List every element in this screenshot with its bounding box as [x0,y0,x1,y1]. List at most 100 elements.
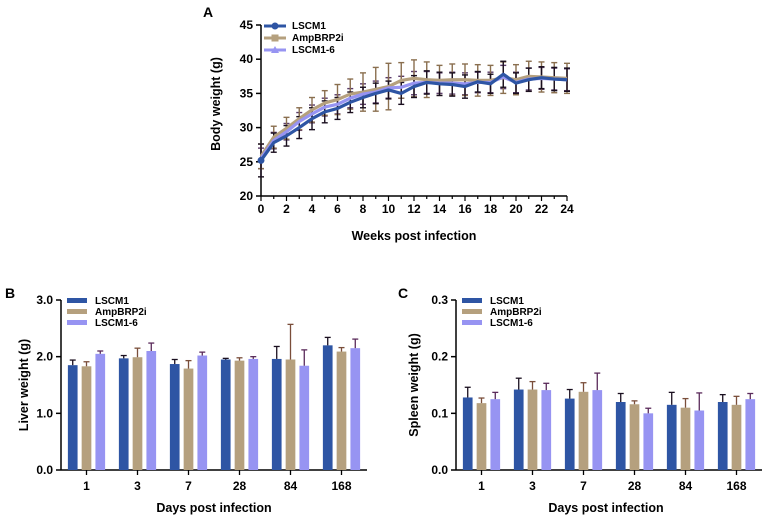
panel-b-xtick-label: 1 [83,479,90,493]
panel-b-xlabel: Days post infection [156,501,271,515]
bar-ampbrp2i [234,360,245,470]
bar-lscm1-6 [694,410,705,470]
legend-swatch-lscm1 [462,298,482,303]
panel-a-xtick-label: 2 [283,202,290,216]
panel-c-xtick-label: 168 [726,479,746,493]
bar-lscm1-6 [490,399,501,470]
panel-a-ytick-label: 40 [240,52,254,66]
panel-b-ylabel: Liver weight (g) [17,339,31,431]
panel-a-ytick-label: 45 [240,18,254,32]
bar-ampbrp2i [81,366,92,470]
panel-c-ytick-label: 0.3 [431,293,448,307]
panel-a-xtick-label: 24 [560,202,574,216]
legend-label-lscm1-6: LSCM1-6 [292,45,335,56]
bar-lscm1-6 [745,399,756,470]
panel-b-ytick-label: 3.0 [36,293,53,307]
legend-swatch-lscm1-6 [67,320,87,325]
panel-a-ylabel: Body weight (g) [209,57,223,151]
bar-lscm1 [666,404,677,470]
panel-a-ytick-label: 20 [240,189,254,203]
bar-lscm1 [67,365,78,470]
bar-ampbrp2i [629,404,640,470]
bar-ampbrp2i [680,407,691,470]
bar-lscm1 [169,364,180,470]
panel-c-xtick-label: 28 [628,479,642,493]
panel-b-xtick-label: 28 [233,479,247,493]
panel-c-xtick-label: 84 [679,479,693,493]
legend-swatch-lscm1 [67,298,87,303]
bar-ampbrp2i [476,403,487,470]
bar-lscm1-6 [95,353,106,470]
bar-ampbrp2i [285,359,296,470]
panel-a-xtick-label: 4 [309,202,316,216]
panel-a-legend: LSCM1 AmpBRP2i LSCM1-6 [264,21,344,56]
panel-b-ytick-label: 0.0 [36,463,53,477]
legend-label-lscm1: LSCM1 [490,296,524,307]
bar-lscm1 [564,398,575,470]
legend-marker-lscm1-6 [271,46,279,53]
panel-c-legend: LSCM1 AmpBRP2i LSCM1-6 [462,296,542,329]
legend-label-ampbrp2i: AmpBRP2i [95,307,147,318]
panel-c-xtick-label: 7 [580,479,587,493]
panel-a-xtick-label: 0 [258,202,265,216]
panel-c-ytick-label: 0.2 [431,350,448,364]
legend-label-lscm1-6: LSCM1-6 [490,318,533,329]
panel-c-ytick-label: 0.0 [431,463,448,477]
panel-a-xtick-label: 16 [458,202,472,216]
panel-b-xtick-label: 3 [134,479,141,493]
panel-c-xlabel: Days post infection [548,501,663,515]
bar-ampbrp2i [183,368,194,470]
panel-a-xtick-label: 18 [484,202,498,216]
panel-a-label: A [203,4,213,20]
panel-b-liver-weight: B 0.0 1.0 2.0 3.0 1 3 7 28 84 168 Liver weight (g… [5,285,367,515]
bar-lscm1-6 [350,348,361,470]
bar-lscm1-6 [299,365,310,470]
panel-a-ytick-label: 30 [240,121,254,135]
bar-ampbrp2i [527,389,538,470]
panel-b-axes: 0.0 1.0 2.0 3.0 1 3 7 28 84 168 [36,293,367,493]
bar-ampbrp2i [578,391,589,470]
bar-lscm1 [271,358,282,470]
panel-a-xtick-label: 8 [360,202,367,216]
panel-c-ytick-label: 0.1 [431,406,448,420]
series-line-lscm1 [259,72,568,162]
panel-c-axes: 0.0 0.1 0.2 0.3 1 3 7 28 84 168 [431,293,762,493]
panel-b-xtick-label: 7 [185,479,192,493]
panel-a-xtick-label: 12 [407,202,421,216]
panel-c-bars [462,372,756,470]
bar-lscm1 [513,389,524,470]
panel-a-xlabel: Weeks post infection [352,229,477,243]
panel-a-ytick-label: 35 [240,86,254,100]
bar-lscm1 [615,402,626,470]
bar-lscm1 [322,345,333,470]
series-point-lscm1 [257,156,265,164]
bar-lscm1-6 [248,358,259,470]
panel-b-xtick-label: 168 [331,479,351,493]
legend-marker-ampbrp2i [271,34,279,42]
legend-swatch-ampbrp2i [462,309,482,314]
panel-c-spleen-weight: C 0.0 0.1 0.2 0.3 1 3 7 28 84 168 Spleen weight (… [398,285,762,515]
legend-label-ampbrp2i: AmpBRP2i [292,33,344,44]
bar-lscm1 [220,359,231,470]
legend-label-lscm1-6: LSCM1-6 [95,318,138,329]
legend-marker-lscm1 [271,22,279,30]
bar-lscm1-6 [592,390,603,470]
panel-c-xtick-label: 1 [478,479,485,493]
panel-a-ytick-label: 25 [240,155,254,169]
bar-ampbrp2i [731,404,742,470]
legend-label-lscm1: LSCM1 [292,21,326,32]
panel-a-xtick-label: 20 [509,202,523,216]
panel-b-ytick-label: 2.0 [36,350,53,364]
bar-ampbrp2i [132,357,143,470]
panel-c-xtick-label: 3 [529,479,536,493]
panel-a-xtick-label: 14 [433,202,447,216]
bar-lscm1-6 [541,390,552,470]
series-line-ampbrp2i [259,74,568,158]
panel-a-series [257,59,570,178]
legend-swatch-ampbrp2i [67,309,87,314]
panel-b-xtick-label: 84 [284,479,298,493]
